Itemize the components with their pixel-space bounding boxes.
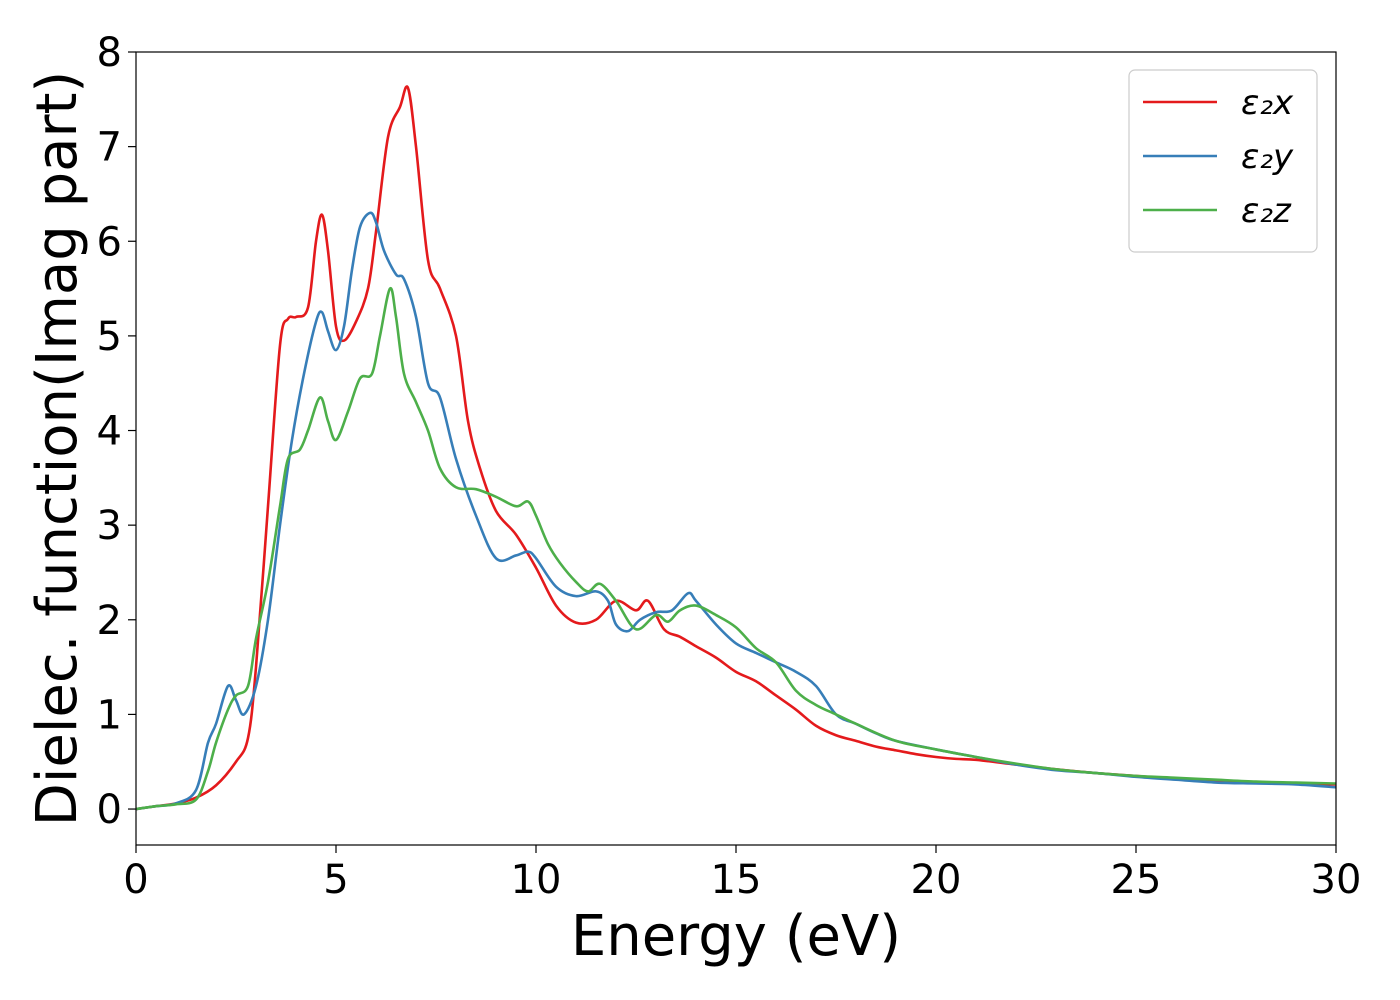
x-tick-label: 30 — [1311, 857, 1362, 903]
x-axis-label: Energy (eV) — [571, 904, 901, 969]
y-tick-label: 7 — [97, 125, 122, 171]
legend-label: ε₂z — [1241, 191, 1292, 231]
series-line-3 — [136, 287, 1336, 811]
series-layer — [136, 85, 1336, 811]
y-tick-label: 0 — [97, 787, 122, 833]
series-line-1 — [136, 85, 1336, 811]
y-tick-label: 3 — [97, 503, 122, 549]
legend-box — [1128, 69, 1318, 253]
y-axis-ticks: 0 1 2 3 4 5 6 7 8 — [97, 30, 136, 833]
x-tick-label: 0 — [123, 857, 148, 903]
y-tick-label: 5 — [97, 314, 122, 360]
x-tick-label: 15 — [711, 857, 762, 903]
x-tick-label: 10 — [511, 857, 562, 903]
legend: ε₂x ε₂y ε₂z — [1128, 69, 1318, 253]
y-tick-label: 8 — [97, 30, 122, 76]
x-tick-label: 20 — [911, 857, 962, 903]
x-axis-ticks: 0 5 10 15 20 25 30 — [123, 845, 1361, 903]
legend-label: ε₂y — [1241, 137, 1294, 177]
y-tick-label: 2 — [97, 598, 122, 644]
y-tick-label: 4 — [97, 409, 122, 455]
y-tick-label: 6 — [97, 219, 122, 265]
y-tick-label: 1 — [97, 692, 122, 738]
legend-label: ε₂x — [1241, 83, 1294, 123]
y-axis-label: Dielec. function(Imag part) — [25, 71, 90, 827]
x-tick-label: 25 — [1111, 857, 1162, 903]
x-tick-label: 5 — [323, 857, 348, 903]
